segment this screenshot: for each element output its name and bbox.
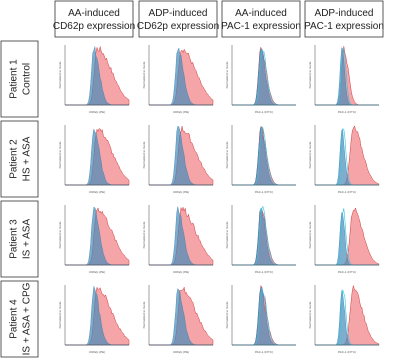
- row-label-box: [0, 200, 39, 278]
- row-label-box: [0, 40, 39, 118]
- column-header-box: [221, 0, 301, 38]
- row-label: Patient 3 IS + ASA: [9, 219, 33, 260]
- x-axis-label: PAC-1 (FITC): [255, 350, 273, 354]
- y-axis-label: Normalized to mode: [225, 221, 229, 248]
- x-axis-label: PAC-1 (FITC): [338, 190, 356, 194]
- column-header: PAC-1 expression: [221, 21, 301, 32]
- column-header: ADP-induced: [315, 8, 374, 19]
- y-axis-label: Normalized to mode: [225, 301, 229, 328]
- y-axis-label: Normalized to mode: [142, 301, 146, 328]
- x-axis-label: PAC-1 (FITC): [255, 190, 273, 194]
- x-axis-label: PAC-1 (FITC): [338, 350, 356, 354]
- column-header: AA-induced: [68, 8, 120, 19]
- y-axis-label: Normalized to mode: [142, 221, 146, 248]
- y-axis-label: Normalized to mode: [58, 221, 62, 248]
- x-axis-label: CD62p (PE): [173, 190, 189, 194]
- column-header: PAC-1 expression: [304, 21, 384, 32]
- histogram-blue: [232, 48, 296, 106]
- row-label-line: IS + ASA + CPG: [22, 282, 33, 355]
- x-axis-label: CD62p (PE): [89, 350, 105, 354]
- column-header: AA-induced: [235, 8, 287, 19]
- row-label-line: HS + ASA: [22, 136, 33, 181]
- x-axis-label: CD62p (PE): [173, 350, 189, 354]
- x-axis-label: CD62p (PE): [89, 190, 105, 194]
- x-axis-label: CD62p (PE): [173, 110, 189, 114]
- row-label-line: Patient 1: [9, 59, 20, 99]
- histogram-blue: [232, 126, 296, 186]
- y-axis-label: Normalized to mode: [225, 61, 229, 88]
- y-axis-label: Normalized to mode: [142, 141, 146, 168]
- row-label: Patient 1 Control: [9, 59, 33, 99]
- x-axis-label: PAC-1 (FITC): [338, 270, 356, 274]
- row-label-box: [0, 280, 39, 358]
- row-label-box: [0, 120, 39, 198]
- row-label: Patient 4 IS + ASA + CPG: [9, 282, 33, 355]
- row-label-line: IS + ASA: [22, 219, 33, 260]
- y-axis-label: Normalized to mode: [308, 61, 312, 88]
- x-axis-label: PAC-1 (FITC): [255, 270, 273, 274]
- x-axis-label: CD62p (PE): [89, 270, 105, 274]
- row-label-line: Patient 2: [9, 139, 20, 179]
- column-header-box: [54, 0, 134, 38]
- x-axis-label: PAC-1 (FITC): [255, 110, 273, 114]
- row-label-line: Patient 3: [9, 219, 20, 259]
- y-axis-label: Normalized to mode: [58, 61, 62, 88]
- row-label-line: Patient 4: [9, 299, 20, 339]
- y-axis-label: Normalized to mode: [142, 61, 146, 88]
- y-axis-label: Normalized to mode: [58, 301, 62, 328]
- row-label-line: Control: [22, 63, 33, 95]
- column-header: ADP-induced: [149, 8, 208, 19]
- column-header-box: [304, 0, 384, 38]
- row-label: Patient 2 HS + ASA: [9, 136, 33, 181]
- x-axis-label: CD62p (PE): [173, 270, 189, 274]
- x-axis-label: CD62p (PE): [89, 110, 105, 114]
- column-header-box: [138, 0, 218, 38]
- column-header: CD62p expression: [53, 21, 135, 32]
- y-axis-label: Normalized to mode: [308, 221, 312, 248]
- column-header: CD62p expression: [137, 21, 219, 32]
- y-axis-label: Normalized to mode: [308, 141, 312, 168]
- y-axis-label: Normalized to mode: [308, 301, 312, 328]
- x-axis-label: PAC-1 (FITC): [338, 110, 356, 114]
- y-axis-label: Normalized to mode: [58, 141, 62, 168]
- y-axis-label: Normalized to mode: [225, 141, 229, 168]
